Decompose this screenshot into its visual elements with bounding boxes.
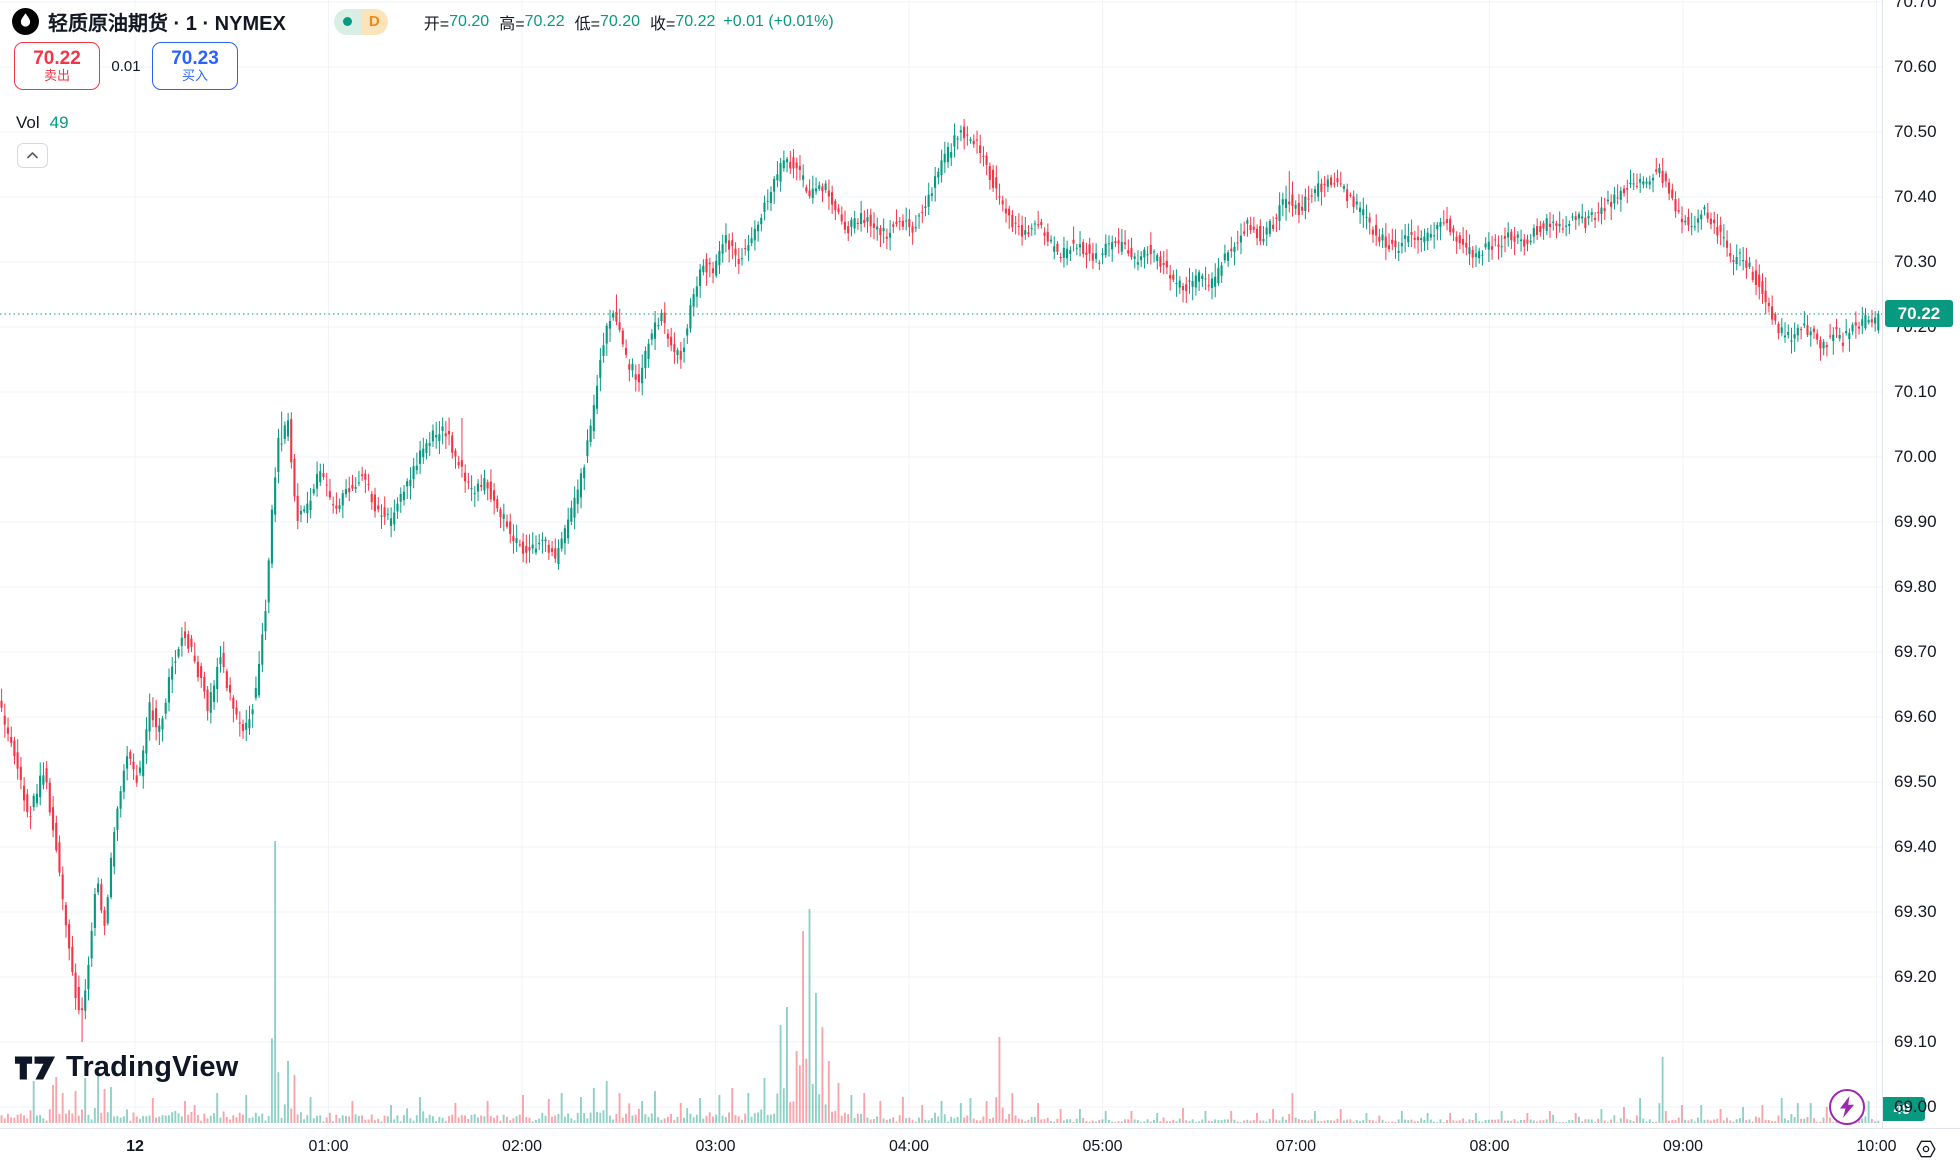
- high-label: 高=: [499, 15, 525, 33]
- price-axis[interactable]: 70.22 49 70.7070.6070.5070.4070.3070.207…: [1882, 0, 1960, 1128]
- time-axis-label: 05:00: [1082, 1138, 1123, 1155]
- price-axis-label: 70.30: [1894, 251, 1937, 271]
- ohlc-readout: 开= 70.20 高= 70.22 低= 70.20 收= 70.22 +0.01 (+…: [414, 10, 834, 34]
- chart-pane[interactable]: 轻质原油期货 · 1 · NYMEX D 开= 70.20 高= 70.22 低= 7…: [0, 0, 1882, 1128]
- chart-legend: 轻质原油期货 · 1 · NYMEX D 开= 70.20 高= 70.22 低= 7…: [12, 7, 834, 36]
- sell-price: 70.22: [33, 47, 81, 69]
- price-axis-label: 69.70: [1894, 641, 1937, 661]
- current-price-badge: 70.22: [1885, 300, 1953, 328]
- watermark-text: TradingView: [66, 1051, 239, 1083]
- high-value: 70.22: [524, 12, 565, 30]
- change-value: +0.01 (+0.01%): [723, 12, 834, 30]
- time-axis-label: 02:00: [501, 1138, 543, 1155]
- time-axis-label: 03:00: [695, 1138, 736, 1155]
- interval-letter: D: [360, 8, 388, 35]
- sell-button[interactable]: 70.22 卖出: [14, 42, 100, 90]
- hexagon-settings-icon: [1916, 1140, 1936, 1158]
- price-axis-label: 70.10: [1894, 381, 1937, 401]
- buy-label: 买入: [181, 68, 208, 84]
- oil-symbol-icon: [12, 8, 39, 35]
- lightning-bolt-icon: [1840, 1096, 1854, 1118]
- candlestick-chart[interactable]: [0, 0, 1882, 1128]
- price-axis-label: 69.40: [1894, 836, 1937, 856]
- price-axis-label: 70.60: [1894, 56, 1937, 76]
- volume-value: 49: [49, 113, 69, 132]
- close-label: 收=: [650, 15, 676, 33]
- price-axis-label: 69.60: [1894, 706, 1937, 726]
- price-axis-label: 70.00: [1894, 446, 1937, 466]
- interval-badge[interactable]: D: [333, 8, 388, 35]
- tradingview-logo-icon: [14, 1056, 56, 1079]
- price-axis-label: 70.50: [1894, 121, 1937, 141]
- symbol-title[interactable]: 轻质原油期货 · 1 · NYMEX: [48, 13, 286, 35]
- tradingview-watermark: TradingView: [14, 1051, 239, 1084]
- low-label: 低=: [574, 15, 600, 33]
- price-axis-label: 69.20: [1894, 966, 1937, 986]
- close-value: 70.22: [675, 12, 716, 30]
- open-value: 70.20: [449, 12, 490, 30]
- volume-axis-badge: 49: [1883, 1097, 1925, 1121]
- price-axis-label: 69.50: [1894, 771, 1937, 791]
- trade-buttons: 70.22 卖出 0.01 70.23 买入: [14, 42, 238, 90]
- price-axis-label: 69.90: [1894, 511, 1937, 531]
- low-value: 70.20: [599, 12, 641, 30]
- market-status-segment: [333, 8, 361, 35]
- time-axis-label: 01:00: [308, 1138, 349, 1155]
- chevron-up-icon: [27, 152, 38, 159]
- spread-value: 0.01: [111, 57, 141, 75]
- volume-label: Vol: [16, 113, 40, 132]
- instant-order-button[interactable]: [1829, 1089, 1865, 1125]
- price-axis-label: 69.10: [1894, 1031, 1937, 1051]
- open-label: 开=: [423, 15, 450, 33]
- price-axis-label: 70.40: [1894, 186, 1937, 206]
- time-axis-label: 04:00: [888, 1138, 930, 1155]
- time-axis-label: 07:00: [1275, 1138, 1317, 1155]
- price-axis-label: 69.30: [1894, 901, 1937, 921]
- time-axis-label: 08:00: [1469, 1138, 1510, 1155]
- time-axis-label: 09:00: [1662, 1138, 1704, 1155]
- market-open-dot-icon: [342, 17, 352, 26]
- price-axis-label: 69.00: [1894, 1096, 1937, 1116]
- volume-legend: Vol 49: [16, 113, 69, 133]
- buy-price: 70.23: [171, 47, 219, 69]
- buy-button[interactable]: 70.23 买入: [152, 42, 238, 90]
- time-axis-label: 12: [126, 1138, 144, 1155]
- axis-settings-button[interactable]: [1910, 1133, 1942, 1165]
- collapse-legend-button[interactable]: [17, 143, 48, 168]
- price-axis-label: 69.80: [1894, 576, 1937, 596]
- time-axis[interactable]: 12 01:00 02:00 03:00 04:00 05:00 07:00 08:00 09:…: [0, 1128, 1960, 1170]
- sell-label: 卖出: [43, 68, 70, 84]
- price-axis-label: 70.70: [1894, 0, 1937, 11]
- time-axis-label: 10:00: [1856, 1138, 1897, 1155]
